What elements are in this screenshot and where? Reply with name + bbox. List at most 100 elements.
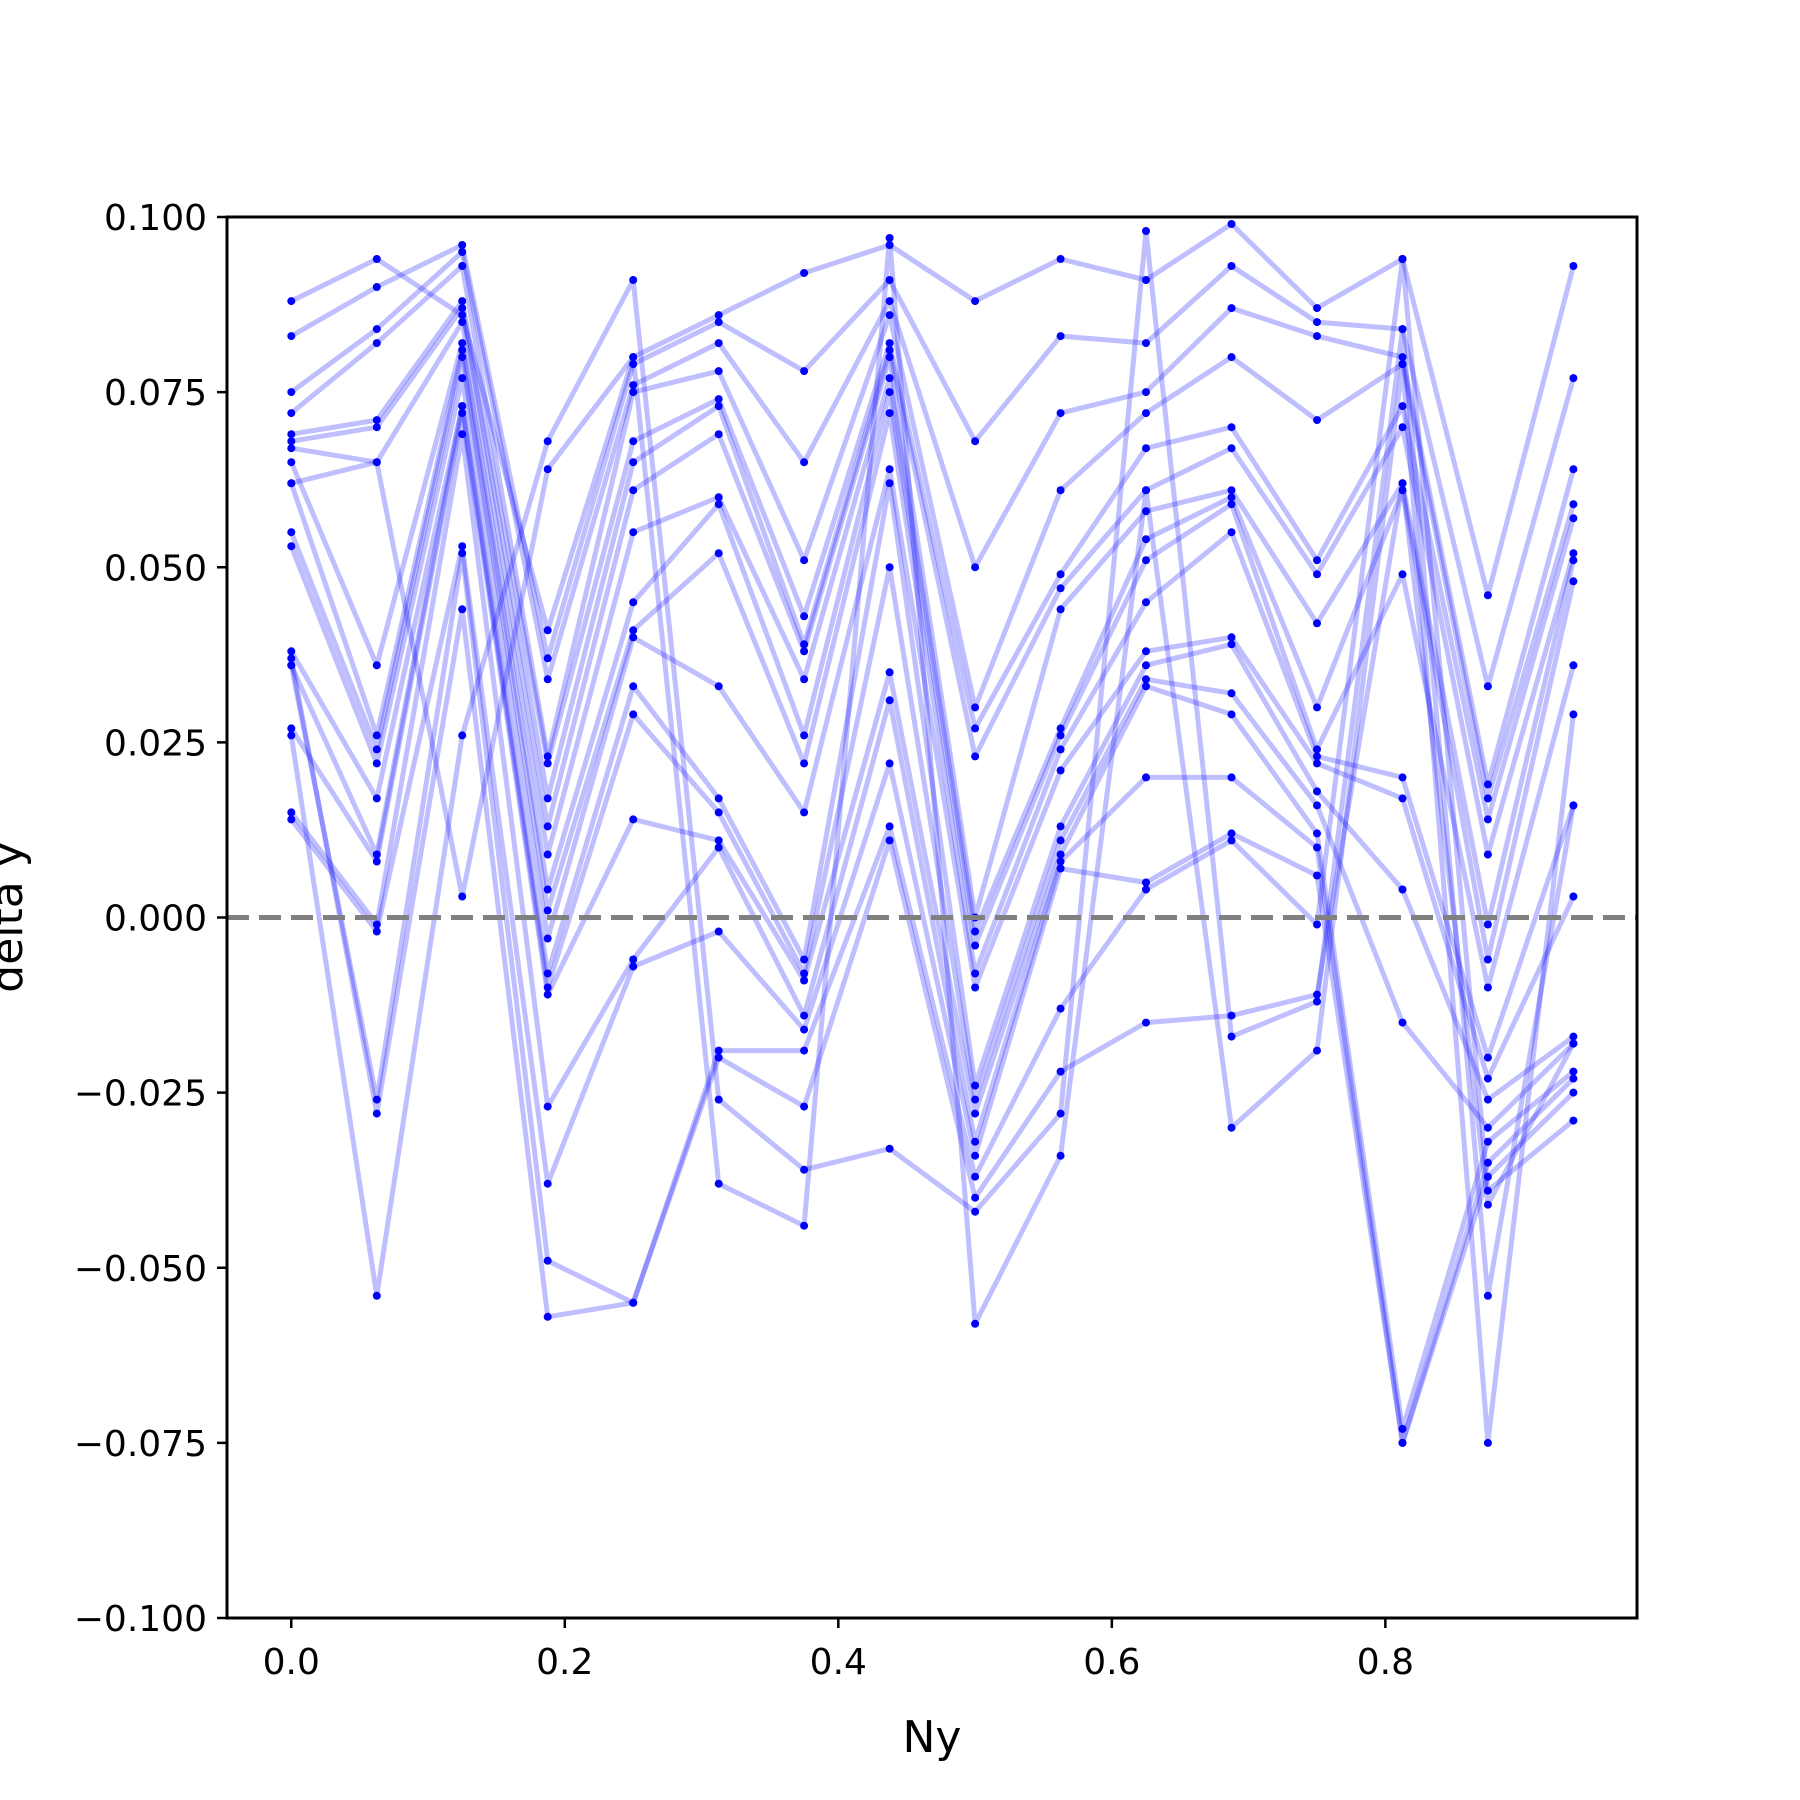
data-point xyxy=(287,444,296,453)
data-point xyxy=(287,479,296,488)
data-point xyxy=(543,906,552,915)
data-point xyxy=(1227,493,1236,502)
data-point xyxy=(1056,822,1065,831)
data-point xyxy=(1569,1067,1578,1076)
data-point xyxy=(458,542,467,551)
data-point xyxy=(1313,556,1321,565)
data-point xyxy=(1227,710,1236,719)
data-point xyxy=(372,920,381,929)
data-point xyxy=(543,794,552,803)
data-point xyxy=(1398,486,1407,495)
data-point xyxy=(800,969,809,978)
data-point xyxy=(1227,640,1236,649)
data-point xyxy=(1142,661,1150,670)
data-point xyxy=(1056,605,1065,614)
data-point xyxy=(458,374,467,383)
data-point xyxy=(714,1046,723,1055)
data-point xyxy=(1227,353,1236,362)
data-point xyxy=(372,458,381,467)
series-line-1 xyxy=(290,221,1576,633)
data-point xyxy=(885,346,894,355)
data-point xyxy=(1483,850,1492,859)
data-point xyxy=(372,857,381,866)
data-point xyxy=(1569,374,1578,383)
marker-layer xyxy=(287,220,1578,1447)
data-point xyxy=(372,283,381,291)
data-point xyxy=(458,430,467,439)
data-point xyxy=(543,626,552,635)
data-point xyxy=(1142,878,1150,887)
data-point xyxy=(543,1256,552,1265)
data-point xyxy=(1313,570,1321,579)
data-point xyxy=(1569,1032,1578,1041)
data-point xyxy=(543,1179,552,1188)
data-point xyxy=(1313,759,1321,768)
data-point xyxy=(1483,1053,1492,1062)
data-point xyxy=(1398,360,1407,369)
data-point xyxy=(1142,675,1150,684)
data-point xyxy=(971,563,980,572)
data-point xyxy=(714,493,723,502)
data-point xyxy=(1313,1046,1321,1055)
data-point xyxy=(458,241,467,249)
data-point xyxy=(1313,843,1321,852)
data-point xyxy=(714,500,723,509)
data-point xyxy=(629,955,638,964)
data-point xyxy=(1056,724,1065,733)
data-point xyxy=(800,675,809,684)
data-point xyxy=(629,626,638,635)
data-point xyxy=(1227,262,1236,270)
data-point xyxy=(1227,528,1236,537)
data-point xyxy=(1313,745,1321,754)
data-point xyxy=(372,661,381,670)
data-point xyxy=(1227,486,1236,495)
x-tick-label: 0.8 xyxy=(1357,1642,1414,1683)
data-point xyxy=(543,1102,552,1111)
data-point xyxy=(372,927,381,936)
data-point xyxy=(1056,766,1065,775)
data-point xyxy=(1398,402,1407,411)
data-point xyxy=(629,815,638,824)
series-line-7 xyxy=(290,319,1576,927)
data-point xyxy=(800,1025,809,1034)
data-point xyxy=(1227,1123,1236,1132)
data-point xyxy=(458,311,467,320)
data-point xyxy=(800,1221,809,1230)
data-point xyxy=(885,479,894,488)
data-point xyxy=(629,962,638,971)
data-point xyxy=(714,682,723,691)
y-tick-label: 0.000 xyxy=(104,899,207,940)
data-point xyxy=(1569,1074,1578,1083)
data-point xyxy=(971,1207,980,1216)
data-point xyxy=(1569,465,1578,474)
data-point xyxy=(543,990,552,999)
data-point xyxy=(714,794,723,803)
data-point xyxy=(372,416,381,425)
data-point xyxy=(1483,1438,1492,1447)
data-point xyxy=(714,339,723,348)
data-point xyxy=(629,710,638,719)
data-point xyxy=(458,262,467,270)
data-point xyxy=(458,318,467,327)
data-point xyxy=(1056,731,1065,740)
data-point xyxy=(1142,339,1150,348)
data-point xyxy=(971,941,980,950)
series-line-20 xyxy=(290,235,1576,1446)
series-line-11 xyxy=(288,375,1576,1082)
data-point xyxy=(372,325,381,334)
data-point xyxy=(1142,773,1150,782)
x-tick-label: 0.0 xyxy=(263,1642,320,1683)
data-point xyxy=(543,885,552,894)
data-point xyxy=(1056,486,1065,495)
data-point xyxy=(971,1319,980,1328)
series-line-4 xyxy=(289,263,1576,801)
data-point xyxy=(629,388,638,397)
data-point xyxy=(1569,262,1578,270)
data-point xyxy=(372,255,381,263)
series-line-8 xyxy=(288,340,1576,962)
data-point xyxy=(629,682,638,691)
series-line-12 xyxy=(289,403,1575,1103)
data-point xyxy=(287,654,296,663)
x-axis: 0.0 0.2 0.4 0.6 0.8 xyxy=(263,1618,1414,1683)
